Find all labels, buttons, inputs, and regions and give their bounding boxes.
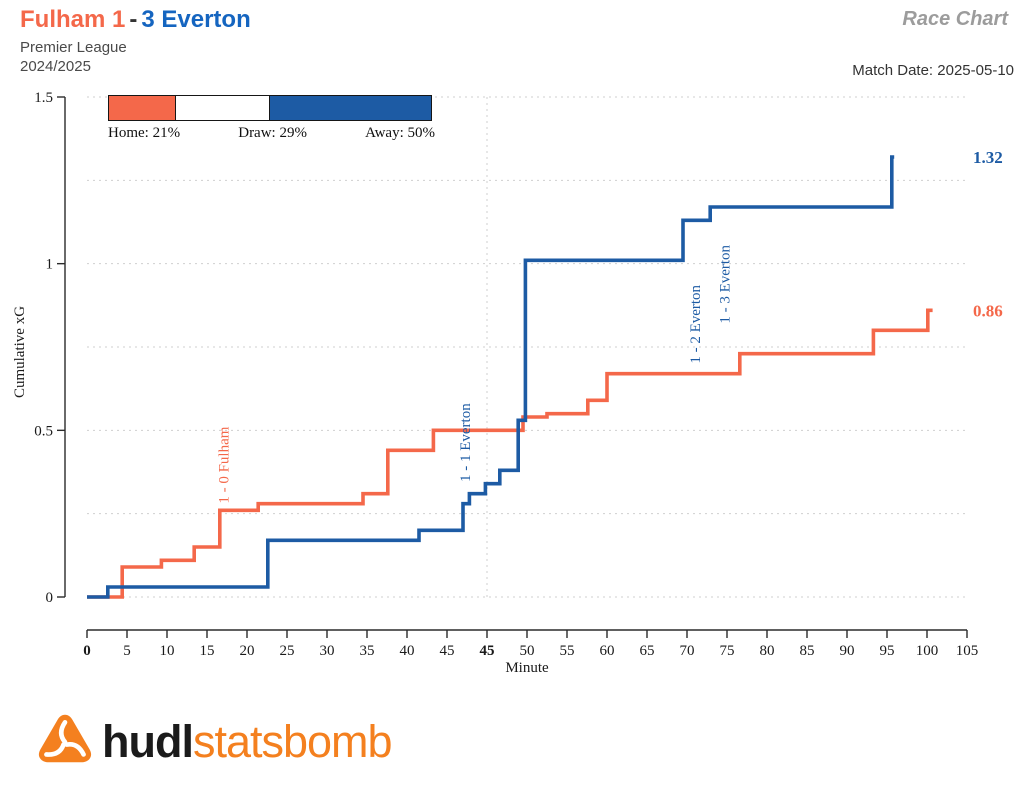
- x-tick-label: 85: [800, 643, 815, 659]
- win-probability-bar: [108, 95, 435, 121]
- x-tick-label: 55: [560, 643, 575, 659]
- fulham-xg-line: [87, 308, 933, 599]
- score-separator: -: [129, 6, 138, 33]
- win-probability-labels: Home: 21% Draw: 29% Away: 50%: [108, 125, 435, 142]
- x-tick-label: 95: [880, 643, 895, 659]
- brand-hudl: hudl: [102, 716, 194, 767]
- y-tick-label: 1.5: [34, 90, 53, 106]
- y-tick-label: 1: [46, 257, 54, 273]
- home-probability-label: Home: 21%: [108, 125, 181, 141]
- competition-label: Premier League: [20, 39, 127, 56]
- x-tick-label: 0: [83, 643, 91, 659]
- statsbomb-swirl-icon: [38, 714, 92, 763]
- draw-probability-segment: [175, 95, 271, 121]
- x-tick-label: 105: [956, 643, 979, 659]
- home-probability-segment: [108, 95, 177, 121]
- x-tick-label: 40: [400, 643, 415, 659]
- x-tick-label: 10: [160, 643, 175, 659]
- win-probability-legend: Home: 21% Draw: 29% Away: 50%: [108, 95, 435, 142]
- brand-statsbomb: statsbomb: [192, 716, 393, 767]
- away-team-score: 3 Everton: [141, 6, 251, 33]
- x-tick-label: 35: [360, 643, 375, 659]
- chart-type-label: Race Chart: [902, 8, 1008, 30]
- final-xg-label: 0.86: [973, 301, 1003, 320]
- x-tick-label: 60: [600, 643, 615, 659]
- x-tick-label: 45: [480, 643, 495, 659]
- y-tick-label: 0: [46, 590, 54, 606]
- season-label: 2024/2025: [20, 58, 91, 75]
- x-tick-label: 5: [123, 643, 131, 659]
- x-axis-title: Minute: [505, 660, 549, 676]
- draw-probability-label: Draw: 29%: [238, 125, 307, 141]
- x-tick-label: 45: [440, 643, 455, 659]
- x-tick-label: 25: [280, 643, 295, 659]
- final-xg-label: 1.32: [973, 148, 1003, 167]
- x-tick-label: 30: [320, 643, 335, 659]
- hudl-statsbomb-logo: hudl statsbomb: [36, 702, 393, 782]
- x-tick-label: 65: [640, 643, 655, 659]
- x-tick-label: 100: [916, 643, 939, 659]
- goal-annotation: 1 - 3 Everton: [717, 244, 733, 323]
- x-tick-label: 80: [760, 643, 775, 659]
- away-probability-label: Away: 50%: [365, 125, 435, 141]
- everton-xg-line: [87, 155, 895, 599]
- x-tick-label: 90: [840, 643, 855, 659]
- x-tick-label: 70: [680, 643, 695, 659]
- match-date-label: Match Date: 2025-05-10: [852, 62, 1014, 79]
- goal-annotation: 1 - 2 Everton: [688, 284, 704, 363]
- home-team-score: Fulham 1: [20, 6, 126, 33]
- y-axis-title: Cumulative xG: [12, 306, 28, 398]
- x-tick-label: 50: [520, 643, 535, 659]
- page-title: Fulham 1-3 Everton: [20, 6, 251, 34]
- x-tick-label: 15: [200, 643, 215, 659]
- away-probability-segment: [268, 95, 433, 121]
- goal-annotation: 1 - 1 Everton: [458, 403, 474, 482]
- y-tick-label: 0.5: [34, 423, 53, 439]
- goal-annotation: 1 - 0 Fulham: [217, 426, 233, 503]
- x-tick-label: 20: [240, 643, 255, 659]
- x-tick-label: 75: [720, 643, 735, 659]
